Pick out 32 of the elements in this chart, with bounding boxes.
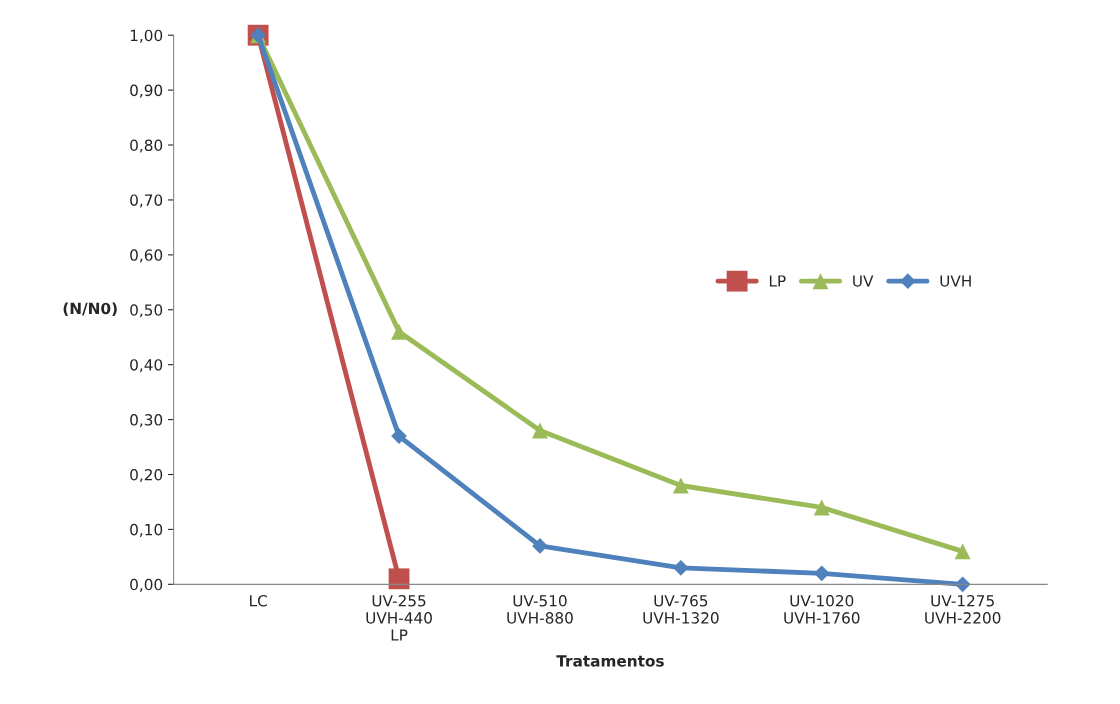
x-tick-label: UV-1275 UVH-2200 [925, 595, 1001, 624]
y-tick-label: 0,70 [130, 194, 163, 208]
y-tick-label: 1,00 [130, 29, 163, 43]
y-tick-label: 0,10 [130, 523, 163, 537]
point [391, 428, 407, 444]
x-axis-title: Tratamentos [556, 655, 664, 667]
point [672, 477, 689, 494]
legend-label: UVH [940, 275, 971, 287]
x-tick-label: LC [250, 595, 267, 607]
legend-label: UV [853, 275, 874, 287]
point [954, 543, 971, 560]
point [672, 559, 689, 576]
point [531, 422, 548, 439]
point [388, 568, 410, 590]
y-tick-label: 0,30 [130, 414, 163, 428]
y-tick-label: 0,40 [130, 359, 163, 373]
y-tick-label: 0,60 [130, 249, 163, 263]
y-tick-label: 0,90 [130, 84, 163, 98]
x-tick-label: UV-765 UVH-1320 [643, 595, 719, 624]
point [813, 565, 830, 582]
x-tick-label: UV-510 UVH-880 [507, 595, 573, 624]
y-tick-label: 0,20 [130, 468, 163, 483]
y-tick-label: 0,80 [130, 139, 163, 153]
point [532, 538, 548, 554]
x-tick-label: UV-1020 UVH-1760 [784, 595, 860, 624]
legend-label: LP [769, 275, 786, 287]
y-tick-label: 0,50 [130, 304, 163, 318]
x-tick-label: UV-255 UVH-440 LP [366, 595, 432, 641]
point [391, 323, 408, 340]
y-axis-title: (N/N0) [63, 302, 117, 316]
point [813, 499, 830, 516]
y-tick-label: 0,00 [130, 578, 163, 592]
